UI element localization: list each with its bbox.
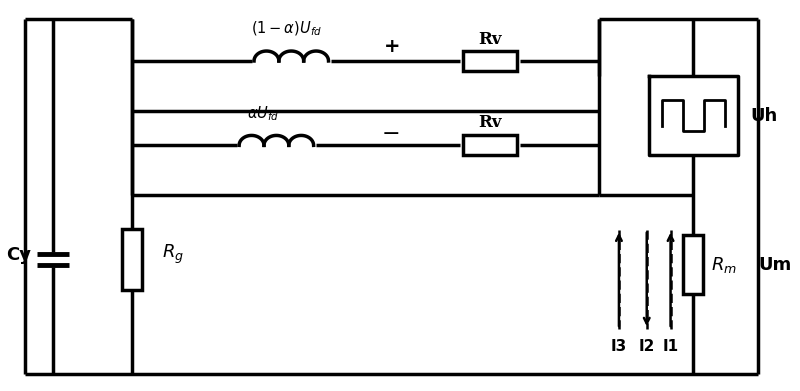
Text: Um: Um [758, 255, 791, 274]
Text: I3: I3 [611, 339, 627, 354]
Bar [122, 229, 142, 291]
Bar [462, 51, 517, 71]
Text: $-$: $-$ [382, 122, 400, 142]
Text: $(1-\alpha)U_{fd}$: $(1-\alpha)U_{fd}$ [250, 20, 322, 38]
Bar [462, 135, 517, 155]
Text: $R_m$: $R_m$ [711, 255, 738, 274]
Text: $\alpha U_{fd}$: $\alpha U_{fd}$ [247, 104, 280, 123]
Text: Rv: Rv [478, 30, 502, 48]
Bar [683, 235, 703, 294]
Text: +: + [384, 37, 401, 56]
Text: Uh: Uh [750, 107, 778, 125]
Text: Rv: Rv [478, 114, 502, 131]
Text: I1: I1 [662, 339, 678, 354]
Text: Cy: Cy [6, 246, 31, 264]
Text: I2: I2 [638, 339, 655, 354]
Text: $R_g$: $R_g$ [162, 243, 184, 266]
